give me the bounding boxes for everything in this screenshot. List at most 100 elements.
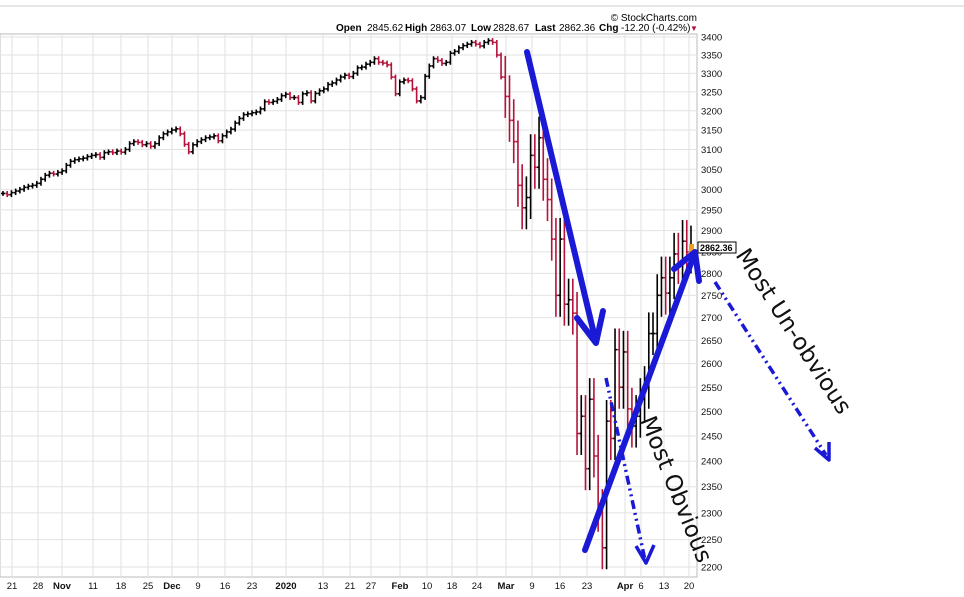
ohlc-bar (266, 99, 271, 105)
x-tick-label: 2020 (275, 581, 296, 592)
ohlc-bar (439, 58, 444, 66)
ohlc-bar (178, 126, 183, 137)
ohlc-bar (304, 90, 309, 97)
ohlc-bar (190, 142, 195, 155)
ohlc-bar (233, 120, 238, 132)
high-value: 2863.07 (430, 23, 467, 34)
most-obvious-path-head (634, 544, 656, 565)
chg-down-marker: ▼ (690, 24, 698, 33)
last-value: 2862.36 (559, 23, 596, 34)
ohlc-bar (22, 184, 27, 192)
ohlc-bar (499, 52, 504, 80)
ohlc-bar (469, 39, 474, 47)
ohlc-bar (347, 72, 352, 80)
ohlc-bar (182, 131, 187, 147)
y-tick-label: 2550 (701, 383, 722, 394)
low-label: Low (471, 23, 491, 34)
ohlc-bar (148, 141, 153, 149)
ohlc-bar (452, 48, 457, 56)
ohlc-bar (288, 91, 293, 101)
ohlc-bar (275, 97, 280, 104)
ohlc-bar (85, 154, 90, 161)
ohlc-bar (613, 328, 618, 460)
ohlc-bar (174, 126, 179, 133)
ohlc-bar (482, 39, 487, 49)
ohlc-bar (545, 158, 550, 222)
ohlc-bar (528, 134, 533, 220)
ohlc-bar (444, 59, 449, 66)
ohlc-bar (524, 176, 529, 230)
ohlc-bar (110, 149, 115, 156)
ohlc-bar (507, 75, 512, 142)
ohlc-bar (659, 256, 664, 317)
ohlc-bar (562, 217, 567, 326)
ohlc-bar (161, 131, 166, 141)
x-tick-label: 23 (582, 581, 593, 592)
ohlc-bar (292, 95, 297, 101)
ohlc-bar (359, 64, 364, 71)
ohlc-bar (5, 191, 10, 198)
x-tick-label: Nov (53, 581, 72, 592)
most-unobvious-path (713, 281, 828, 456)
ohlc-bar (389, 62, 394, 80)
ohlc-series (1, 38, 693, 570)
x-tick-label: 10 (422, 581, 433, 592)
y-tick-label: 2650 (701, 336, 722, 347)
high-label: High (405, 23, 427, 34)
last-price-tag: 2862.36 (689, 241, 737, 254)
ohlc-bar (676, 232, 681, 285)
x-tick-label: 20 (684, 581, 695, 592)
ohlc-bar (338, 74, 343, 83)
x-tick-label: 21 (345, 581, 356, 592)
ohlc-bar (207, 134, 212, 141)
ohlc-bar (385, 60, 390, 68)
ohlc-bar (30, 182, 35, 189)
ohlc-bar (566, 278, 571, 326)
ohlc-bar (473, 39, 478, 47)
ohlc-bar (342, 72, 347, 80)
y-tick-label: 3350 (701, 51, 722, 62)
ohlc-bar (195, 139, 200, 148)
y-tick-label: 3000 (701, 185, 722, 196)
y-tick-label: 2600 (701, 359, 722, 370)
ohlc-bar (427, 63, 432, 79)
x-tick-label: 27 (366, 581, 377, 592)
ohlc-bar (486, 38, 491, 45)
ohlc-bar (617, 328, 622, 409)
ohlc-bar (423, 73, 428, 101)
x-tick-label: 21 (7, 581, 18, 592)
most-unobvious-label: Most Un-obvious (730, 244, 856, 419)
most-obvious-path (604, 377, 647, 561)
ohlc-bar (300, 91, 305, 105)
ohlc-bar (503, 55, 508, 118)
ohlc-bar (237, 116, 242, 126)
ohlc-bar (228, 126, 233, 135)
y-tick-label: 2300 (701, 508, 722, 519)
y-tick-label: 3300 (701, 69, 722, 80)
ohlc-bar (241, 112, 246, 121)
ohlc-bar (152, 141, 157, 149)
ohlc-bar (456, 45, 461, 54)
low-value: 2828.67 (493, 23, 530, 34)
ohlc-bar (368, 59, 373, 67)
ohlc-bar (262, 99, 267, 112)
ohlc-bar (549, 178, 554, 261)
x-tick-label: Feb (392, 581, 409, 592)
ohlc-bar (490, 38, 495, 45)
ohlc-bar (401, 77, 406, 85)
ohlc-bar (321, 86, 326, 94)
ohlc-bar (296, 95, 301, 105)
ohlc-bar (60, 168, 65, 175)
ohlc-bar (47, 170, 52, 178)
y-tick-label: 2350 (701, 482, 722, 493)
ohlc-bar (520, 164, 525, 230)
ohlc-bar (380, 59, 385, 66)
open-value: 2845.62 (367, 23, 404, 34)
x-tick-label: 13 (659, 581, 670, 592)
ohlc-bar (144, 141, 149, 148)
ohlc-bar (587, 378, 592, 491)
ohlc-bar (283, 91, 288, 99)
x-tick-label: 6 (638, 581, 643, 592)
ohlc-bar (646, 312, 651, 409)
ohlc-bar (98, 152, 103, 160)
